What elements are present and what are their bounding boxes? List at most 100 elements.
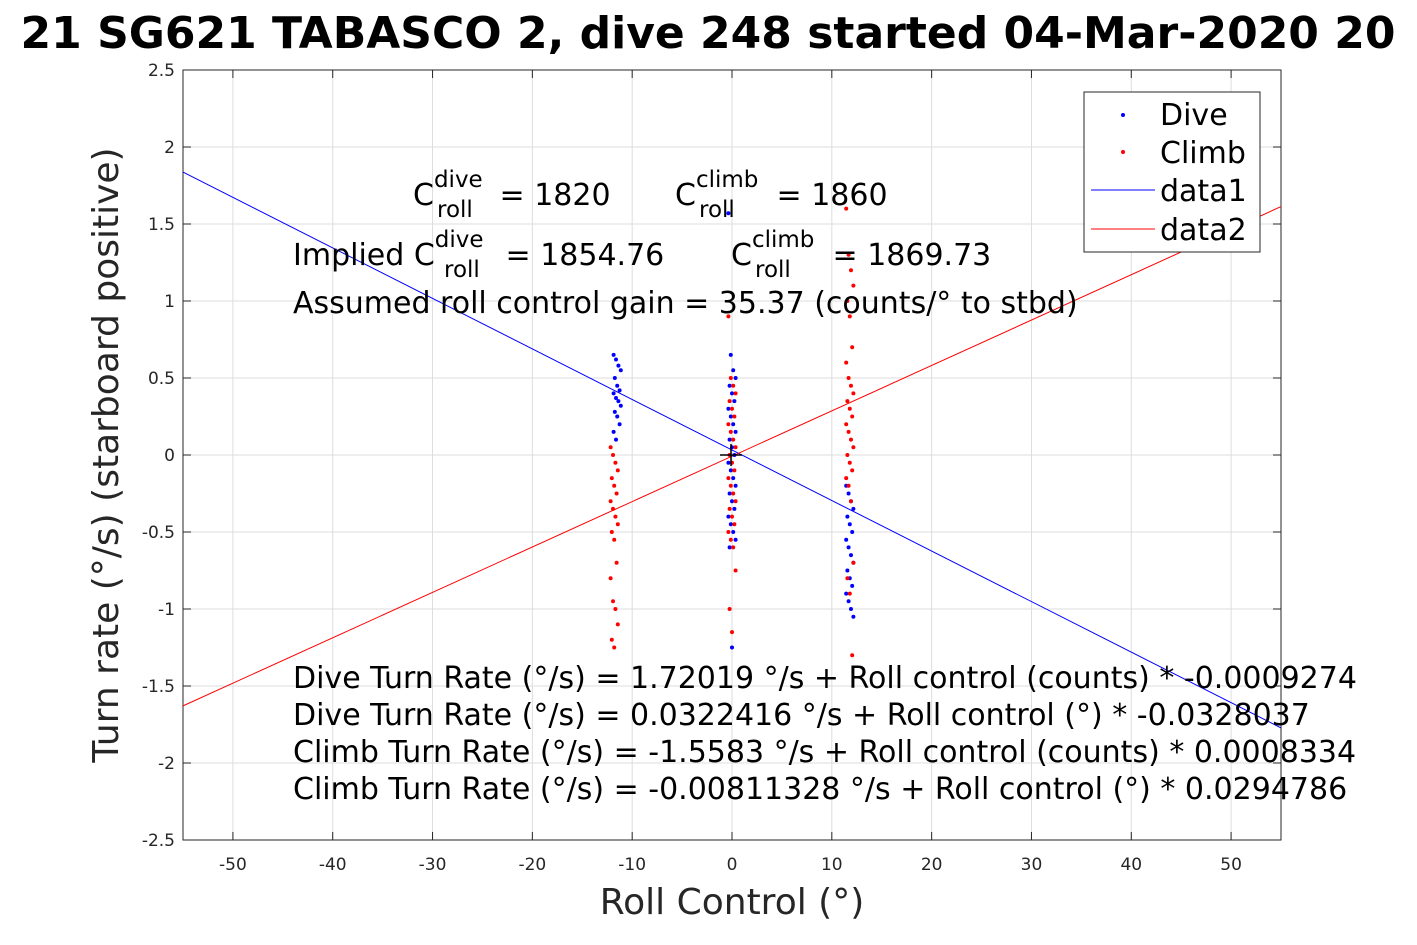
dive-point: [614, 396, 619, 401]
climb-point: [850, 345, 855, 350]
x-tick-label: -10: [618, 855, 646, 875]
dive-point: [612, 409, 617, 414]
y-tick-label: -1.5: [142, 677, 175, 697]
climb-point: [844, 206, 849, 211]
climb-point: [732, 522, 737, 527]
dive-equation-counts: Dive Turn Rate (°/s) = 1.72019 °/s + Rol…: [293, 661, 1357, 696]
dive-point: [616, 399, 621, 404]
c-roll-dive-annotation: Cdive roll = 1820: [413, 167, 611, 223]
dive-point: [731, 530, 736, 534]
climb-point: [611, 506, 616, 511]
y-tick-label: 2.5: [148, 61, 175, 81]
climb-point: [845, 399, 850, 404]
dive-equation-degrees: Dive Turn Rate (°/s) = 0.0322416 °/s + R…: [293, 698, 1310, 733]
annotations: Cdive roll = 1820 Cclimb roll = 1860 Impli…: [293, 167, 1357, 807]
y-axis-ticks: 2.5 2 1.5 1 0.5 0 -0.5 -1 -1.5 -2 -2.5: [142, 61, 1281, 851]
roll-gain-annotation: Assumed roll control gain = 35.37 (count…: [293, 286, 1078, 321]
climb-point: [615, 622, 620, 627]
implied-c-roll-dive-annotation: Implied Cdive roll = 1854.76: [293, 227, 664, 283]
climb-point: [726, 422, 731, 427]
dive-point: [845, 514, 850, 519]
climb-point: [609, 530, 614, 534]
climb-point: [847, 591, 852, 596]
climb-point: [608, 445, 613, 450]
c-roll-climb-annotation: Cclimb roll = 1860: [675, 167, 888, 223]
y-tick-label: 0.5: [148, 369, 175, 389]
dive-point: [851, 614, 856, 619]
dive-point: [614, 437, 619, 442]
dive-point: [727, 491, 732, 496]
x-tick-label: -20: [518, 855, 546, 875]
dive-point: [728, 414, 733, 419]
climb-point: [851, 391, 856, 396]
x-tick-label: 50: [1220, 855, 1242, 875]
dive-point: [850, 530, 855, 534]
climb-point: [847, 460, 852, 465]
dive-point: [615, 414, 620, 419]
legend-climb-marker: [1121, 150, 1125, 154]
climb-point: [848, 437, 853, 442]
y-tick-label: -1: [158, 600, 175, 620]
climb-point: [733, 445, 738, 450]
climb-point: [845, 299, 850, 303]
dive-point: [728, 468, 733, 473]
data-points: [608, 206, 856, 658]
climb-point: [614, 491, 619, 496]
climb-point: [733, 391, 738, 396]
climb-equation-counts: Climb Turn Rate (°/s) = -1.5583 °/s + Ro…: [293, 735, 1356, 770]
climb-point: [846, 252, 851, 257]
climb-point: [847, 406, 852, 411]
climb-equation-degrees: Climb Turn Rate (°/s) = -0.00811328 °/s …: [293, 772, 1347, 807]
chart-title: 21 SG621 TABASCO 2, dive 248 started 04-…: [21, 8, 1396, 59]
climb-point: [844, 422, 849, 427]
dive-point: [731, 476, 736, 481]
dive-point: [728, 352, 733, 357]
climb-point: [608, 499, 613, 504]
climb-point: [612, 483, 617, 488]
climb-point: [731, 437, 736, 442]
dive-point: [732, 506, 737, 511]
climb-point: [730, 514, 734, 519]
dive-point: [727, 437, 732, 442]
climb-point: [850, 468, 855, 473]
dive-point: [733, 483, 738, 488]
climb-point: [613, 514, 618, 519]
dive-point: [730, 499, 734, 504]
fit-line-data2: [182, 206, 1282, 707]
climb-point: [613, 607, 618, 611]
climb-point: [726, 314, 731, 319]
y-tick-label: -2: [158, 754, 175, 774]
dive-point: [618, 368, 623, 373]
dive-point: [730, 645, 734, 650]
climb-point: [612, 645, 617, 650]
dive-point: [844, 537, 849, 542]
dive-point: [845, 568, 850, 573]
climb-point: [844, 360, 849, 365]
x-axis-label: Roll Control (°): [600, 882, 865, 923]
x-tick-label: -40: [319, 855, 347, 875]
climb-point: [848, 383, 853, 388]
legend-climb-label: Climb: [1160, 136, 1246, 171]
climb-point: [732, 414, 737, 419]
dive-point: [726, 211, 731, 216]
climb-point: [730, 630, 734, 635]
dive-point: [617, 388, 622, 393]
climb-point: [846, 376, 851, 380]
climb-point: [613, 460, 618, 465]
climb-point: [848, 268, 853, 273]
dive-point: [732, 399, 737, 404]
climb-point: [731, 491, 736, 496]
climb-point: [851, 560, 856, 565]
dive-point: [846, 545, 851, 550]
x-tick-label: -50: [219, 855, 247, 875]
climb-point: [614, 560, 619, 565]
legend-data1-label: data1: [1160, 174, 1247, 209]
y-tick-label: 0: [164, 446, 175, 466]
dive-point: [733, 429, 738, 434]
dive-point: [618, 403, 623, 408]
climb-point: [845, 453, 850, 457]
legend-dive-label: Dive: [1160, 98, 1228, 133]
climb-point: [726, 530, 731, 534]
climb-point: [611, 453, 616, 457]
climb-point: [844, 476, 849, 481]
